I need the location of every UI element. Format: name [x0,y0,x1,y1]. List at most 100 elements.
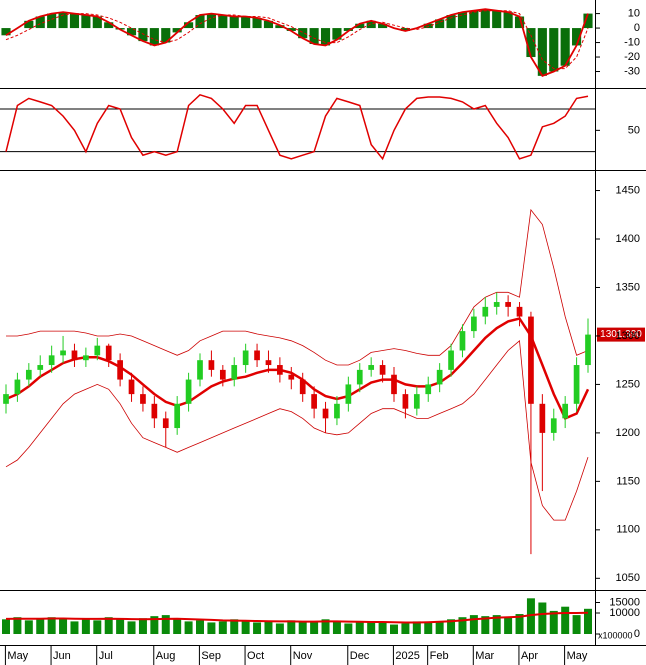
histogram-bar [400,28,410,31]
y-tick-label: 1150 [616,475,640,487]
x-tick-label: Jun [53,650,71,662]
volume-bar [481,616,490,634]
histogram-bar [435,19,445,29]
volume-bar [81,618,90,634]
candle-body [60,350,66,356]
volume-bar [116,619,125,634]
line [5,317,590,421]
candle-body [436,369,443,385]
line [5,93,589,161]
candle-body [345,384,352,404]
histogram-bar [320,28,331,46]
candle-body [162,418,169,429]
candle-body [516,306,523,317]
histogram-bar [343,28,353,31]
volume-bar [150,616,159,634]
candle-body [471,316,477,332]
volume-bar [173,619,182,634]
candle-body [573,365,580,404]
candle-body [185,379,192,404]
x-tick-label: Nov [293,650,313,662]
histogram-bar [149,28,159,46]
volume-bar [344,623,353,634]
histogram-bar [47,13,57,29]
candle-body [254,350,260,361]
histogram-bar [298,28,308,39]
candle-body [151,403,158,419]
line [5,10,589,70]
histogram-bar [92,16,102,29]
candle-body [242,350,249,366]
y-tick-label: 0 [634,628,640,640]
histogram-bar [24,20,34,29]
volume-bar [241,620,250,634]
volume-bar [207,622,216,634]
candle-body [140,394,146,404]
volume-bar [253,622,262,634]
line [5,611,589,624]
volume-bar [458,617,467,634]
x-tick-label: Feb [430,650,449,662]
histogram-bar [161,28,171,43]
histogram-bar [1,28,11,36]
histogram-bar [355,23,365,29]
histogram-bar [572,28,582,46]
y-tick-label: 1200 [616,427,640,439]
candle-body [117,360,123,380]
candle-body [174,403,181,429]
candle-body [25,369,32,380]
candle-body [311,394,317,409]
candle-body [448,350,454,370]
histogram-bar [195,15,205,29]
histogram-bar [503,12,513,29]
histogram-bar [206,13,216,29]
volume-bar [321,619,330,634]
y-tick-label: 50 [628,124,640,136]
volume-bar [47,617,56,634]
y-tick-label: 1100 [616,524,640,536]
volume-bar [93,620,102,634]
candle-body [482,306,489,317]
x-tick-label: Jul [99,650,113,662]
histogram-bar [332,28,342,40]
histogram-bar [69,13,80,29]
histogram-bar [378,23,388,29]
histogram-bar [366,20,376,29]
histogram-bar [58,12,68,29]
candle-body [94,345,101,356]
histogram-bar [583,13,593,29]
volume-bar [515,614,524,634]
histogram-bar [229,16,239,29]
histogram-bar [492,10,502,29]
histogram-bar [263,20,274,29]
volume-bar [310,622,319,634]
volume-bar [401,623,410,634]
y-tick-label: 15000 [609,596,640,608]
histogram-bar [252,17,262,29]
y-tick-label: 1300 [616,330,640,342]
histogram-bar [81,15,91,29]
volume-bar [504,617,513,634]
histogram-bar [549,28,559,72]
x-tick-label: 2025 [395,650,419,662]
candle-body [219,369,226,380]
volume-bar [367,621,376,634]
x-tick-label: May [7,650,28,662]
volume-bar [332,621,341,634]
candle-body [37,365,44,370]
y-tick-label: 1050 [616,572,640,584]
histogram-bar [184,22,194,29]
candle-body [562,403,569,419]
volume-bar [538,602,547,634]
candle-body [413,394,420,409]
candle-body [265,360,272,366]
volume-bar [70,621,79,634]
y-tick-label: 0 [634,22,640,34]
volume-bar [378,622,387,634]
line [6,208,589,366]
candle-body [402,394,409,409]
volume-bar [298,621,307,634]
candle-body [128,379,135,395]
histogram-bar [480,9,490,29]
